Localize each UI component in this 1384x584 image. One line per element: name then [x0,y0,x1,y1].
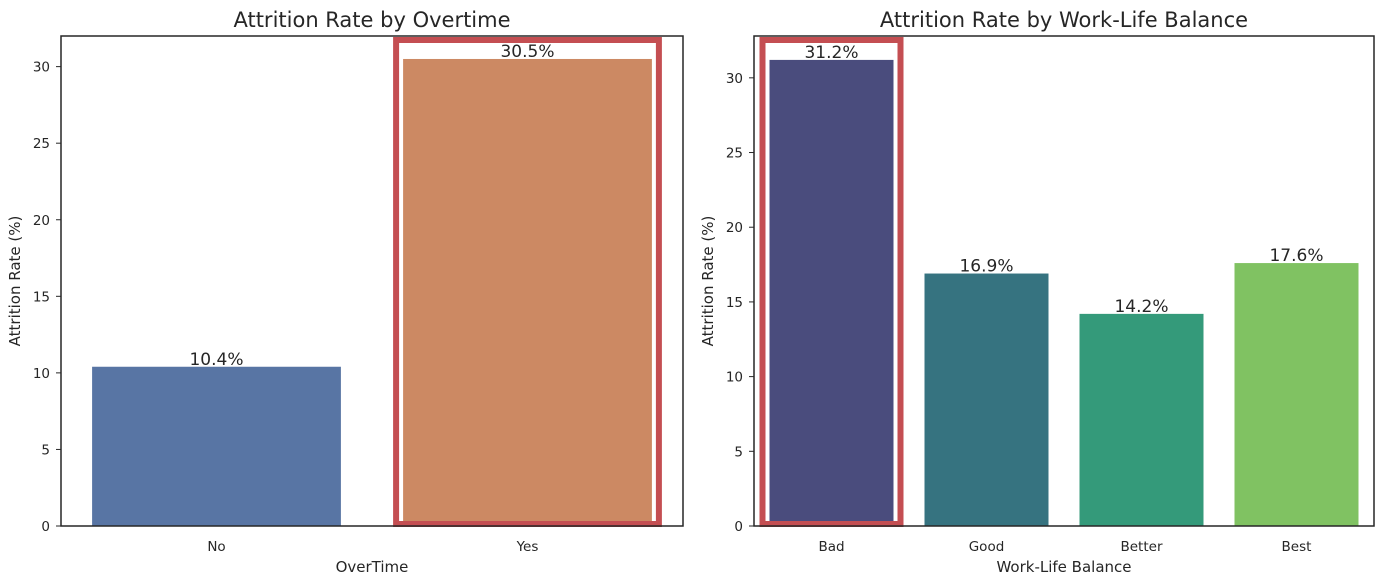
y-tick-label: 15 [33,289,50,305]
x-axis-label: OverTime [336,558,409,576]
x-tick-label: Yes [516,539,539,555]
data-label: 17.6% [1269,246,1323,266]
x-tick-label: Good [969,539,1005,555]
bar-better [1079,313,1204,526]
overtime-chart-panel: Attrition Rate by Overtime 0 5 10 15 20 25 30 10… [6,8,684,576]
bar-yes [403,58,652,526]
data-label: 14.2% [1114,297,1168,317]
x-tick-label: Best [1282,539,1312,555]
y-tick-label: 0 [734,519,743,535]
y-tick-label: 25 [33,136,50,152]
data-label: 16.9% [959,257,1013,277]
data-label: 30.5% [500,42,554,62]
bar-best [1234,263,1359,526]
y-tick-label: 30 [726,71,743,87]
y-tick-label: 15 [726,295,743,311]
y-tick-label: 5 [41,442,50,458]
x-tick-label: Bad [818,539,844,555]
bar-good [924,273,1049,526]
axes-frame [60,35,684,527]
axes-frame [753,35,1375,527]
chart-title: Attrition Rate by Work-Life Balance [880,8,1248,32]
y-tick-label: 25 [726,146,743,162]
y-tick-label: 10 [726,370,743,386]
y-tick-label: 30 [33,60,50,76]
highlight-box [759,37,904,527]
y-tick-label: 20 [33,213,50,229]
y-tick-label: 5 [734,444,743,460]
y-tick-label: 0 [41,519,50,535]
x-tick-label: No [207,539,225,555]
highlight-box [393,37,662,527]
chart-title: Attrition Rate by Overtime [233,8,510,32]
y-tick-label: 10 [33,366,50,382]
data-label: 31.2% [804,43,858,63]
x-axis-label: Work-Life Balance [996,558,1131,576]
y-tick-label: 20 [726,220,743,236]
bar-no [92,366,341,526]
work-life-balance-chart-panel: Attrition Rate by Work-Life Balance 0 5 10 1… [699,8,1375,576]
y-axis-label: Attrition Rate (%) [699,216,717,347]
bar-bad [769,59,894,527]
y-axis-label: Attrition Rate (%) [6,216,24,347]
x-tick-label: Better [1120,539,1162,555]
data-label: 10.4% [189,350,243,370]
